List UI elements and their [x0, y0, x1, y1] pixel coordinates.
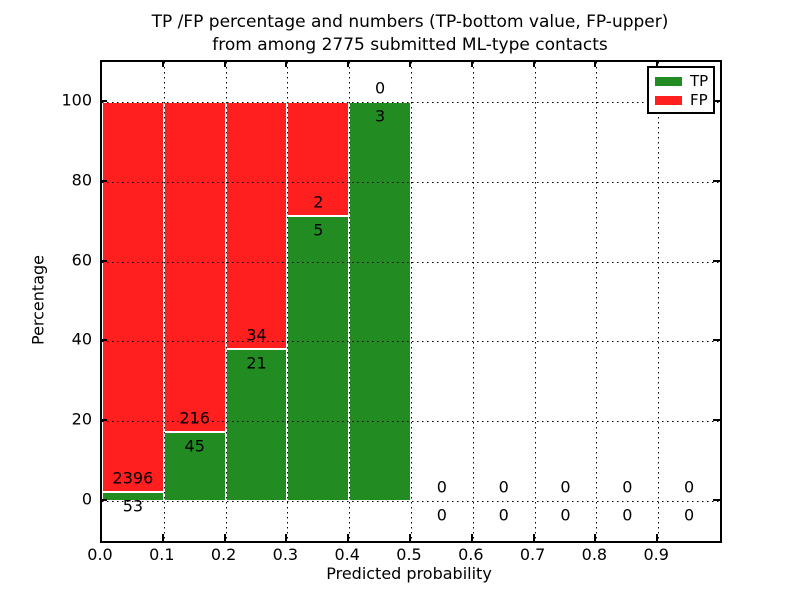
annotation-tp-count: 0 [684, 505, 695, 525]
annotation-tp-count: 5 [313, 220, 324, 240]
tick-mark [100, 419, 107, 422]
tick-mark [100, 60, 102, 67]
chart-title-line2: from among 2775 submitted ML-type contac… [212, 35, 608, 55]
tick-mark [347, 534, 350, 541]
annotation-fp-count: 0 [375, 78, 386, 98]
fp-color-swatch [655, 96, 682, 105]
tick-mark [713, 339, 720, 342]
tick-mark [713, 499, 720, 502]
tick-mark [594, 534, 597, 541]
x-tick-label: 0.0 [87, 545, 113, 564]
y-tick-label: 40 [71, 329, 92, 349]
y-tick-label: 20 [71, 409, 92, 429]
bar-segment-tp [163, 432, 226, 502]
annotation-tp-count: 45 [184, 436, 205, 456]
gridline [349, 62, 351, 541]
bar-segment-fp [102, 101, 164, 493]
x-tick-label: 0.8 [581, 545, 608, 564]
gridline [472, 62, 474, 541]
y-tick-label: 0 [81, 489, 92, 509]
tick-mark [532, 534, 535, 541]
x-tick-label: 0.5 [396, 545, 422, 564]
legend-item-tp: TP [655, 72, 713, 91]
x-tick-label: 0.2 [210, 545, 237, 564]
tick-mark [713, 259, 720, 262]
annotation-tp-count: 53 [122, 496, 144, 516]
tick-mark [285, 534, 288, 541]
annotation-tp-count: 0 [436, 505, 447, 525]
annotation-tp-count: 21 [246, 353, 267, 373]
annotation-tp-count: 0 [560, 505, 571, 525]
tick-mark [161, 60, 164, 67]
annotation-fp-count: 0 [498, 477, 509, 497]
x-tick-label: 0.6 [458, 545, 484, 564]
gridline [534, 62, 536, 541]
chart-title-line1: TP /FP percentage and numbers (TP-bottom… [151, 12, 669, 32]
tick-mark [656, 534, 659, 541]
tick-mark [713, 419, 720, 422]
tick-mark [594, 60, 597, 67]
legend: TP FP [647, 66, 715, 114]
tick-mark [470, 60, 473, 67]
x-tick-label: 0.3 [272, 545, 299, 564]
bar-segment-tp [102, 492, 164, 502]
legend-item-fp: FP [655, 91, 713, 110]
tick-mark [223, 60, 226, 67]
annotation-fp-count: 34 [246, 325, 267, 345]
chart-title: TP /FP percentage and numbers (TP-bottom… [60, 11, 760, 57]
plot-area: 2396 53 216 45 34 21 2 5 0 3 0 0 0 0 0 0 0 0 0 0 [100, 60, 722, 543]
plot-inner: 2396 53 216 45 34 21 2 5 0 3 0 0 0 0 0 0 0 0 0 0 [102, 62, 720, 541]
annotation-tp-count: 0 [622, 505, 633, 525]
tick-mark [223, 534, 226, 541]
tick-mark [409, 60, 411, 67]
annotation-fp-count: 216 [179, 408, 210, 428]
bar-segment-fp [163, 101, 226, 433]
tick-mark [161, 534, 164, 541]
tp-color-swatch [655, 77, 682, 86]
tick-mark [100, 179, 107, 182]
x-axis-label: Predicted probability [326, 564, 492, 583]
gridline [411, 62, 412, 541]
y-tick-label: 100 [61, 90, 92, 110]
tick-mark [100, 259, 107, 262]
x-tick-label: 0.9 [643, 545, 669, 564]
annotation-tp-count: 3 [375, 106, 386, 126]
tick-mark [470, 534, 473, 541]
y-tick-label: 80 [71, 170, 92, 190]
annotation-tp-count: 0 [498, 505, 509, 525]
annotation-fp-count: 2 [313, 192, 324, 212]
tick-mark [656, 60, 659, 67]
bar-segment-fp [225, 101, 288, 349]
tick-mark [100, 339, 107, 342]
tick-mark [347, 60, 350, 67]
bar-segment-tp [349, 101, 411, 502]
annotation-fp-count: 0 [560, 477, 571, 497]
gridline [225, 62, 227, 541]
tick-mark [532, 60, 535, 67]
annotation-fp-count: 0 [436, 477, 447, 497]
tick-mark [713, 179, 720, 182]
gridline [163, 62, 165, 541]
bar-segment-tp [287, 215, 350, 502]
tick-mark [713, 99, 720, 102]
tick-mark [409, 534, 411, 541]
x-tick-label: 0.4 [334, 545, 360, 564]
gridline [658, 62, 660, 541]
gridline [596, 62, 598, 541]
legend-label-fp: FP [690, 91, 708, 109]
y-tick-label: 60 [71, 250, 92, 270]
annotation-fp-count: 0 [622, 477, 633, 497]
tick-mark [100, 499, 107, 502]
legend-label-tp: TP [690, 72, 709, 90]
annotation-fp-count: 0 [684, 477, 695, 497]
gridline [287, 62, 289, 541]
annotation-fp-count: 2396 [112, 468, 154, 488]
tick-mark [100, 534, 102, 541]
x-tick-label: 0.7 [519, 545, 546, 564]
x-tick-label: 0.1 [149, 545, 175, 564]
tick-mark [285, 60, 288, 67]
tick-mark [100, 99, 107, 102]
